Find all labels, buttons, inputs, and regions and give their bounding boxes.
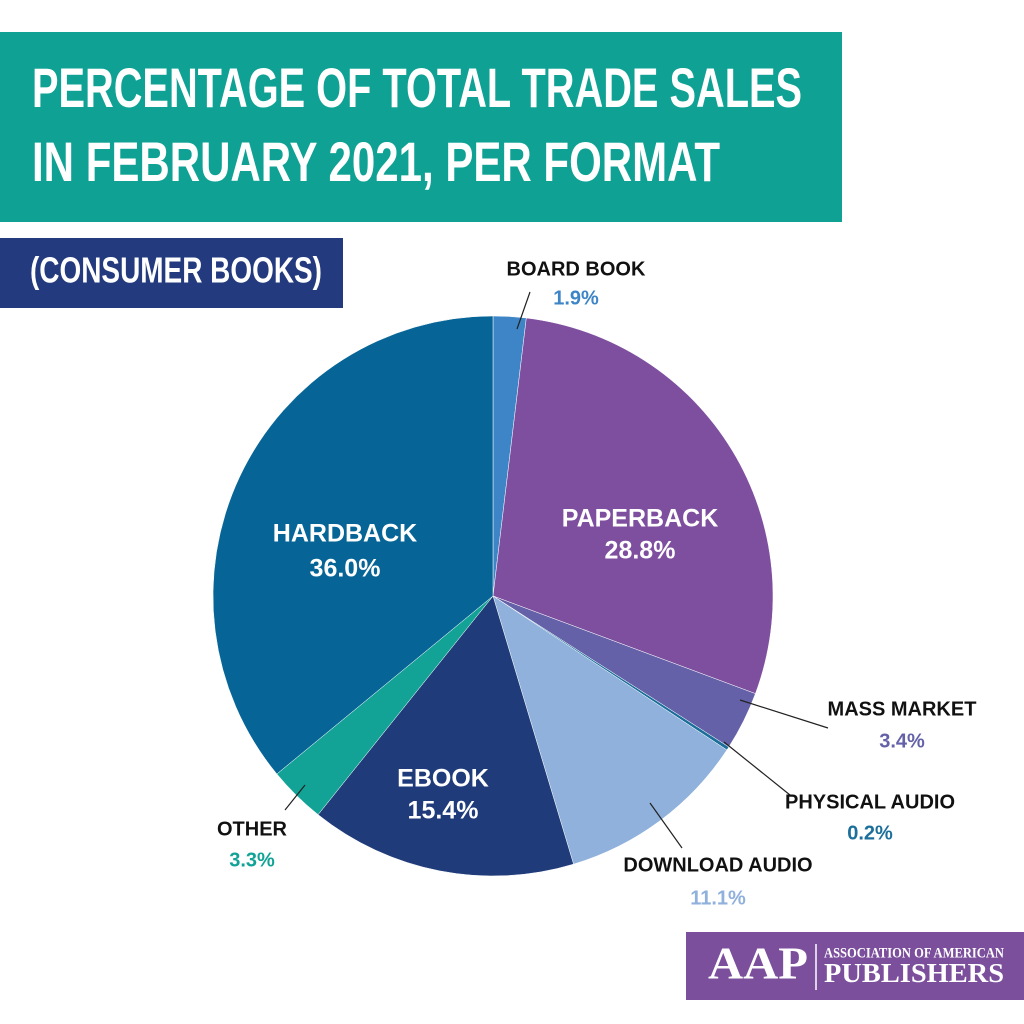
pie-slice <box>492 595 728 865</box>
title-box <box>0 32 842 222</box>
value-label: 11.1% <box>690 887 746 909</box>
category-label: HARDBACK <box>273 520 417 548</box>
category-label: OTHER <box>217 818 288 840</box>
pie-slice <box>317 595 574 877</box>
pie-slice <box>212 315 494 775</box>
pie-slice <box>492 317 774 694</box>
leader-line <box>649 802 683 849</box>
chart-title: IN FEBRUARY 2021, PER FORMAT <box>32 130 720 193</box>
category-label: EBOOK <box>397 765 489 793</box>
value-label: 0.2% <box>847 822 893 844</box>
category-label: MASS MARKET <box>828 698 977 720</box>
category-label: BOARD BOOK <box>507 258 646 280</box>
logo-box <box>686 932 1024 1000</box>
value-label: 3.3% <box>229 849 275 871</box>
category-label: PHYSICAL AUDIO <box>785 791 955 813</box>
leader-line <box>284 784 306 811</box>
logo-short: AAP <box>708 938 808 989</box>
logo-line: ASSOCIATION OF AMERICAN <box>824 945 1004 961</box>
leader-line <box>739 699 829 729</box>
logo-line: PUBLISHERS <box>824 958 1004 988</box>
value-label: 28.8% <box>605 537 676 565</box>
category-label: PAPERBACK <box>562 505 719 533</box>
value-label: 1.9% <box>553 287 599 309</box>
value-label: 36.0% <box>310 555 381 583</box>
leader-line <box>723 741 791 796</box>
value-label: 3.4% <box>879 730 925 752</box>
subtitle-box <box>0 238 343 308</box>
category-label: DOWNLOAD AUDIO <box>623 854 812 876</box>
chart-title: PERCENTAGE OF TOTAL TRADE SALES <box>32 56 802 119</box>
chart-subtitle: (CONSUMER BOOKS) <box>30 250 322 291</box>
leader-line <box>516 291 531 330</box>
value-label: 15.4% <box>408 797 479 825</box>
